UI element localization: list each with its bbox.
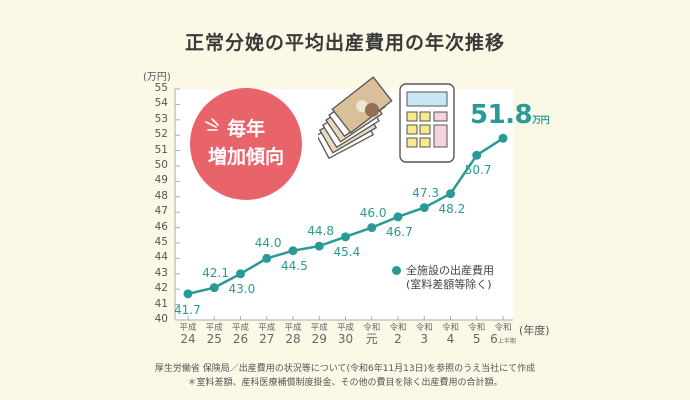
y-tick-label: 47 <box>154 205 168 218</box>
badge-line-1: 毎年 <box>226 118 265 140</box>
y-tick-label: 52 <box>154 128 168 141</box>
latest-value-unit: 万円 <box>532 116 550 126</box>
data-point <box>262 253 272 263</box>
data-point <box>446 189 455 199</box>
legend: 全施設の出産費用 (室料差額等除く) <box>392 264 494 292</box>
x-tick-label: 平成 30 <box>336 323 354 346</box>
x-tick-label: 令和元 <box>363 323 381 346</box>
x-tick-label: 令和 2 <box>389 323 407 346</box>
y-tick-label: 48 <box>154 189 168 202</box>
y-tick-label: 42 <box>154 282 168 295</box>
legend-marker-icon <box>392 266 401 275</box>
trend-badge: 毎年 増加傾向 <box>190 88 302 200</box>
data-label: 47.3 <box>412 185 439 200</box>
data-label: 42.1 <box>202 265 229 280</box>
y-tick-label: 49 <box>154 174 168 187</box>
x-tick-label: 平成 26 <box>231 323 249 346</box>
y-tick-label: 40 <box>154 313 168 325</box>
data-label: 46.0 <box>359 205 387 220</box>
money-calculator-illustration <box>318 76 455 163</box>
emphasis-lines-icon <box>205 118 219 131</box>
data-label: 44.8 <box>307 224 334 239</box>
y-tick-label: 54 <box>154 97 168 110</box>
x-tick-label: 令和 3 <box>415 323 433 346</box>
data-point <box>498 133 508 143</box>
x-tick-label: 平成 28 <box>284 323 302 346</box>
y-tick-label: 51 <box>154 143 168 156</box>
y-tick-label: 45 <box>154 236 168 248</box>
data-label: 46.7 <box>386 224 413 239</box>
y-tick-label: 44 <box>154 251 168 264</box>
data-label: 44.5 <box>281 258 308 273</box>
y-tick-label: 41 <box>154 297 168 310</box>
badge-line-2: 増加傾向 <box>207 146 284 168</box>
x-tick-label: 令和 4 <box>441 323 459 346</box>
data-point <box>288 246 298 256</box>
data-point <box>183 289 193 299</box>
data-label: 50.7 <box>464 163 492 178</box>
x-axis-unit: (年度) <box>519 324 550 337</box>
data-point <box>341 232 350 242</box>
y-tick-label: 55 <box>154 82 168 94</box>
x-tick-label: 平成 25 <box>205 323 223 346</box>
latest-value-callout: 51.8万円 <box>470 100 550 130</box>
data-point <box>472 150 482 160</box>
data-point <box>367 223 377 233</box>
data-point <box>236 269 245 279</box>
data-label: 41.7 <box>174 302 201 317</box>
data-label: 44.0 <box>254 236 282 251</box>
y-tick-label: 50 <box>154 159 168 171</box>
data-point <box>419 203 429 213</box>
data-label: 43.0 <box>228 281 256 296</box>
latest-value: 51.8 <box>470 100 533 130</box>
legend-label: 全施設の出産費用 <box>406 264 494 277</box>
data-label: 48.2 <box>438 201 466 216</box>
data-point <box>314 241 324 251</box>
x-tick-label: 平成 29 <box>310 323 328 346</box>
legend-sublabel: (室料差額等除く) <box>406 278 492 291</box>
banknotes-icon <box>318 76 393 160</box>
y-tick-label: 46 <box>154 220 168 233</box>
data-point <box>393 212 403 222</box>
footnote: ＊室料差額、産科医療補償制度掛金、その他の費目を除く出産費用の合計額。 <box>187 378 503 388</box>
data-label: 45.4 <box>333 244 361 259</box>
x-tick-label: 平成 27 <box>258 323 276 346</box>
x-tick-label: 令和 6上半期 <box>490 323 516 346</box>
y-axis-unit: (万円) <box>143 72 171 83</box>
y-tick-label: 43 <box>154 266 168 279</box>
y-tick-label: 53 <box>154 112 168 125</box>
data-point <box>209 283 219 293</box>
x-tick-label: 平成 24 <box>179 323 197 346</box>
x-tick-label: 令和 5 <box>468 323 486 346</box>
calculator-icon <box>399 83 455 163</box>
source-note: 厚生労働省 保険局／出産費用の状況等について(令和6年11月13日)を参照のうえ… <box>154 364 536 374</box>
chart-title: 正常分娩の平均出産費用の年次推移 <box>184 32 505 54</box>
